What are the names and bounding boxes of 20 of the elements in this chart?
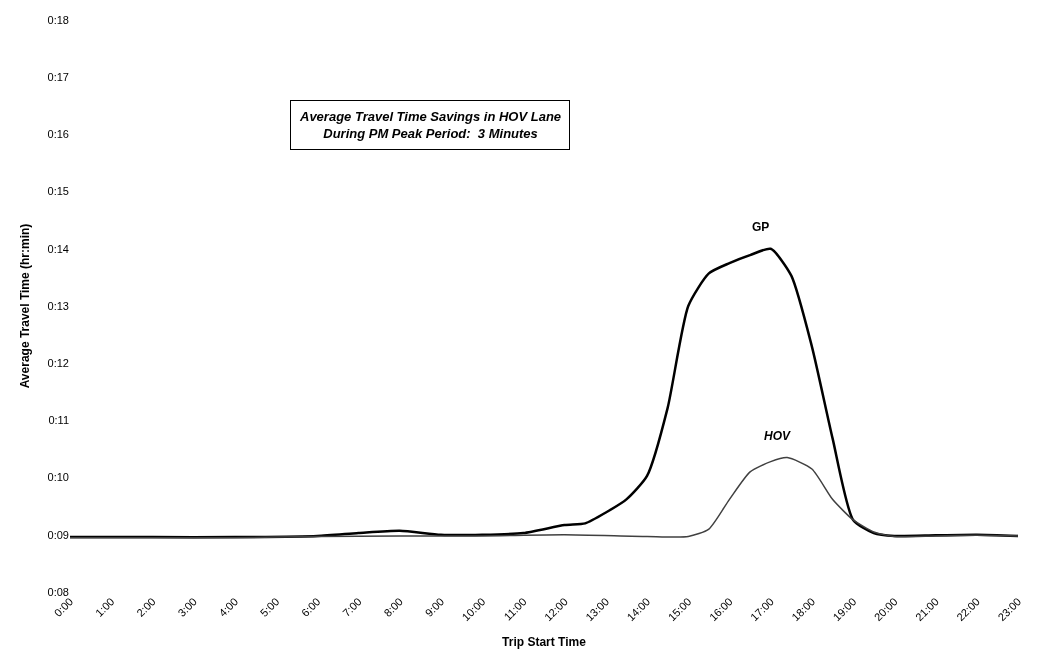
x-axis-title: Trip Start Time [502,635,587,650]
annotation: Average Travel Time Savings in HOV Lane During PM Peak Period: 3 Minutes [299,109,562,141]
y-tick-label: 0:10 [47,471,69,484]
x-tick-label: 4:00 [216,595,241,619]
y-tick-label: 0:13 [47,299,69,312]
y-tick-label: 0:11 [48,414,69,427]
x-tick-label: 7:00 [340,595,364,619]
y-tick-label: 0:17 [47,71,69,84]
line-series [70,456,1018,539]
y-tick-label: 0:16 [47,128,69,141]
y-axis-title: Average Travel Time (hr:min) [17,223,32,389]
y-tick-label: 0:09 [47,528,69,541]
y-tick-label: 0:18 [47,13,69,26]
y-tick-label: 0:08 [47,585,69,598]
y-tick-label: 0:14 [47,242,69,255]
y-tick-label: 0:12 [47,357,69,370]
x-tick-label: 6:00 [298,595,323,619]
y-tick-label: 0:15 [47,185,69,198]
series-label: HOV [764,429,791,443]
series-label: GP [752,220,770,234]
